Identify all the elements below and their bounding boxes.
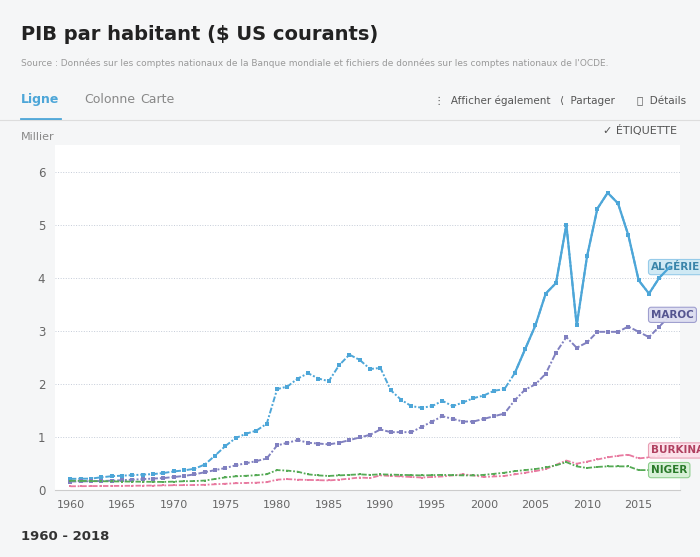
Text: PIB par habitant ($ US courants): PIB par habitant ($ US courants) [21,25,378,44]
Text: Carte: Carte [140,93,174,106]
Text: MAROC: MAROC [651,310,694,320]
Text: ⋮  Afficher également: ⋮ Afficher également [434,95,550,106]
Text: ⓘ  Détails: ⓘ Détails [637,95,686,106]
Text: Millier: Millier [20,131,55,141]
Text: BURKINA FASO: BURKINA FASO [651,446,700,456]
Text: Ligne: Ligne [21,93,60,106]
Text: Source : Données sur les comptes nationaux de la Banque mondiale et fichiers de : Source : Données sur les comptes nationa… [21,58,608,68]
Text: ⟨  Partager: ⟨ Partager [560,96,615,106]
Text: Colonne: Colonne [84,93,135,106]
Text: NIGER: NIGER [651,465,687,475]
Text: 1960 - 2018: 1960 - 2018 [21,530,109,543]
Text: ALGÉRIE: ALGÉRIE [651,262,700,272]
Text: ✓ ÉTIQUETTE: ✓ ÉTIQUETTE [603,125,677,136]
